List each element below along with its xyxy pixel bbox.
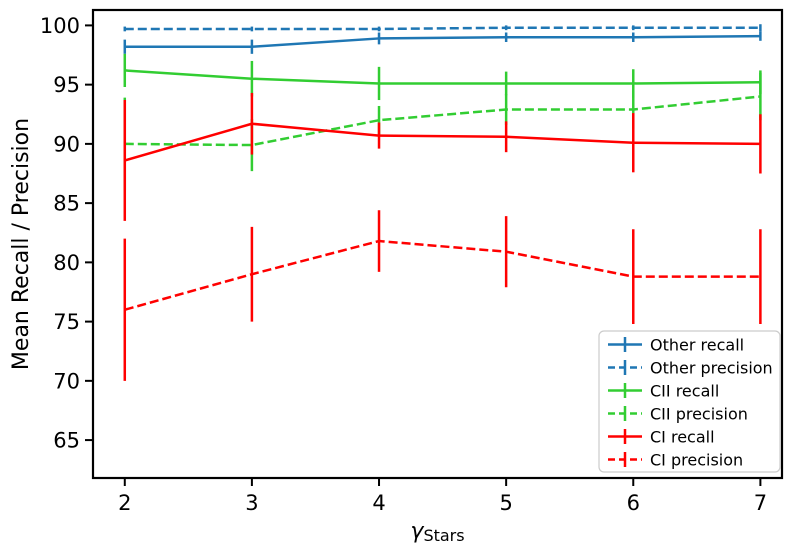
y-tick-label: 85 — [53, 192, 80, 216]
y-tick-label: 95 — [53, 73, 80, 97]
legend: Other recall Other precision CII recall CII… — [598, 330, 781, 473]
y-tick-label: 80 — [53, 251, 80, 275]
x-tick-label: 3 — [245, 491, 258, 515]
series-ci-recall — [123, 92, 762, 221]
x-tick-label: 4 — [372, 491, 385, 515]
series-line — [124, 69, 761, 85]
y-tick-label: 75 — [53, 310, 80, 334]
series-line — [124, 34, 761, 48]
series-line — [124, 122, 761, 162]
series-ci-precision — [123, 210, 762, 381]
series-line — [124, 239, 761, 311]
legend-item-cii-recall: CII recall — [608, 381, 719, 400]
legend-label: CI recall — [650, 427, 715, 446]
y-tick-label: 90 — [53, 132, 80, 156]
legend-item-cii-precision: CII precision — [608, 404, 748, 423]
legend-label: Other recall — [650, 335, 744, 354]
legend-item-ci-precision: CI precision — [608, 450, 743, 469]
y-tick-label: 100 — [40, 14, 80, 38]
legend-label: CII precision — [650, 404, 748, 423]
legend-label: Other precision — [650, 358, 773, 377]
legend-item-other-precision: Other precision — [608, 358, 773, 377]
y-tick-label: 70 — [53, 369, 80, 393]
legend-box — [598, 330, 781, 473]
x-axis-label: γStars — [410, 519, 464, 545]
plot-area — [91, 8, 784, 480]
y-axis-label: Mean Recall / Precision — [9, 118, 34, 370]
x-tick-label: 7 — [754, 491, 767, 515]
legend-item-ci-recall: CI recall — [608, 427, 715, 446]
series-other-recall — [123, 31, 762, 54]
series-other-precision — [123, 24, 762, 32]
x-tick-label: 6 — [627, 491, 640, 515]
x-tick-label: 5 — [499, 491, 512, 515]
series-line — [124, 26, 761, 31]
series-cii-recall — [123, 53, 762, 101]
legend-label: CII recall — [650, 381, 719, 400]
legend-item-other-recall: Other recall — [608, 335, 744, 354]
x-tick-label: 2 — [118, 491, 131, 515]
series-line — [124, 95, 761, 147]
y-tick-label: 65 — [53, 429, 80, 453]
series-cii-precision — [123, 72, 762, 191]
legend-label: CI precision — [650, 450, 743, 469]
